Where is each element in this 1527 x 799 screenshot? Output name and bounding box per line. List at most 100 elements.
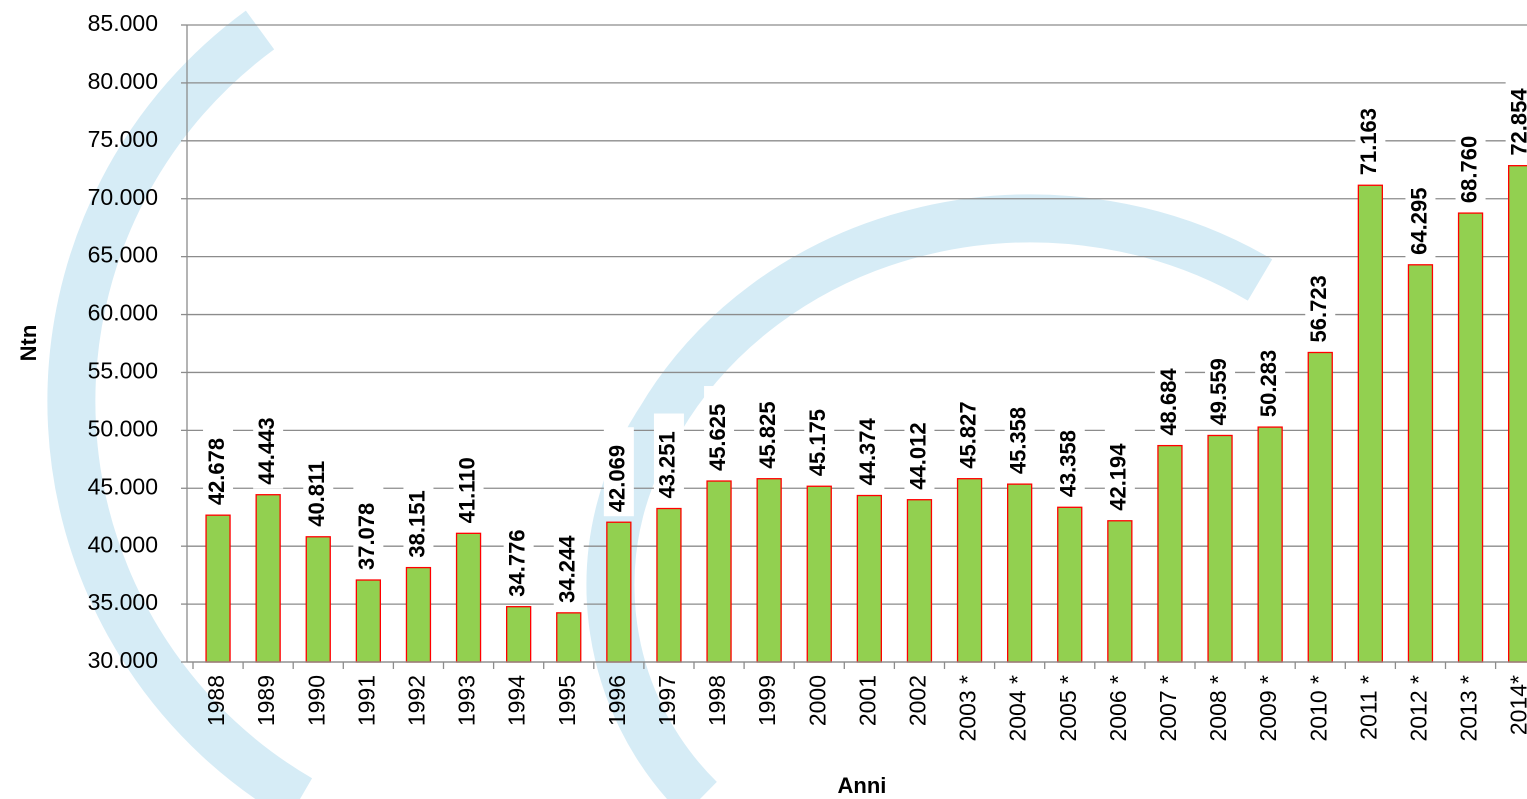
value-label-bg xyxy=(403,472,434,562)
bar xyxy=(956,478,983,663)
y-tick-label: 70.000 xyxy=(88,184,158,210)
x-tick-label: 2000 xyxy=(804,675,830,726)
bar xyxy=(1457,212,1484,663)
value-label-bg xyxy=(553,517,584,607)
value-label: 72.854 xyxy=(1506,88,1527,156)
value-label-bg xyxy=(1205,340,1236,430)
value-label: 49.559 xyxy=(1206,358,1231,425)
value-label: 42.194 xyxy=(1106,443,1131,511)
value-label-bg xyxy=(603,427,634,517)
x-tick-label: 2001 xyxy=(854,675,880,726)
value-label-bg xyxy=(1355,90,1386,180)
value-label: 44.374 xyxy=(855,417,880,485)
bar xyxy=(1007,483,1033,663)
x-tick-label: 1990 xyxy=(303,675,329,726)
x-tick-label: 2005 * xyxy=(1055,675,1081,742)
bar xyxy=(1257,426,1283,663)
x-tick-label: 1997 xyxy=(654,675,680,726)
x-tick-label: 2014* xyxy=(1506,675,1527,735)
bar xyxy=(1407,264,1434,663)
bar xyxy=(205,514,231,663)
y-tick-label: 30.000 xyxy=(88,647,158,673)
bar xyxy=(1057,506,1083,663)
y-axis-title: Ntn xyxy=(16,325,41,362)
value-label: 45.825 xyxy=(755,401,780,468)
y-tick-label: 45.000 xyxy=(88,473,158,499)
bar xyxy=(1307,351,1333,663)
value-label-bg xyxy=(804,391,835,481)
x-tick-label: 1989 xyxy=(253,675,279,726)
value-label-bg xyxy=(954,383,985,473)
x-tick-label: 1995 xyxy=(554,675,580,726)
y-tick-label: 60.000 xyxy=(88,300,158,326)
value-label-bg xyxy=(1004,389,1035,479)
bar xyxy=(756,478,782,663)
value-label: 45.358 xyxy=(1005,407,1030,474)
value-label-bg xyxy=(1255,332,1286,422)
x-tick-label: 2009 * xyxy=(1255,675,1281,742)
value-label-bg xyxy=(503,511,534,601)
bar xyxy=(1357,184,1383,663)
bar xyxy=(1207,434,1233,663)
y-tick-label: 85.000 xyxy=(88,10,158,36)
value-label: 38.151 xyxy=(404,490,429,557)
bar xyxy=(856,494,882,663)
bar xyxy=(505,606,532,663)
value-label-bg xyxy=(1505,70,1527,160)
value-label: 44.443 xyxy=(254,417,279,484)
value-label: 48.684 xyxy=(1156,368,1181,436)
value-label: 42.678 xyxy=(204,438,229,505)
value-label-bg xyxy=(253,399,284,489)
value-label: 43.358 xyxy=(1056,430,1081,497)
x-tick-label: 2010 * xyxy=(1305,675,1331,742)
x-tick-label: 2002 xyxy=(905,675,931,726)
x-tick-label: 1993 xyxy=(454,675,480,726)
value-label: 68.760 xyxy=(1456,136,1481,203)
value-label: 41.110 xyxy=(454,457,479,523)
bar xyxy=(556,612,582,663)
x-tick-label: 2012 * xyxy=(1406,675,1432,742)
value-label-bg xyxy=(353,485,384,575)
x-tick-label: 2006 * xyxy=(1105,675,1131,742)
value-label: 43.251 xyxy=(655,431,680,498)
value-label: 34.776 xyxy=(504,529,529,596)
value-label: 44.012 xyxy=(905,422,930,489)
bar xyxy=(656,507,682,663)
bar xyxy=(806,485,832,663)
bar xyxy=(1157,444,1183,663)
y-tick-label: 80.000 xyxy=(88,68,158,94)
x-tick-label: 2004 * xyxy=(1005,675,1031,742)
x-tick-label: 2013 * xyxy=(1456,675,1482,742)
value-label: 42.069 xyxy=(605,445,630,512)
value-label: 37.078 xyxy=(354,503,379,570)
x-tick-label: 1988 xyxy=(203,675,229,726)
value-label: 40.811 xyxy=(304,461,329,527)
bar xyxy=(455,532,482,663)
plot: 30.000 35.000 40.000 45.000 50.000 55.000 60.0… xyxy=(88,10,1527,742)
bar xyxy=(305,536,331,663)
y-tick-label: 75.000 xyxy=(88,126,158,152)
value-label-bg xyxy=(1405,169,1436,259)
value-label-bg xyxy=(453,438,484,528)
value-label-bg xyxy=(653,413,684,503)
x-tick-label: 2008 * xyxy=(1205,675,1231,742)
value-label: 64.295 xyxy=(1406,188,1431,255)
value-label-bg xyxy=(1104,425,1135,515)
bar xyxy=(706,480,732,663)
value-label-bg xyxy=(303,441,334,531)
value-label-bg xyxy=(754,383,785,473)
value-label: 45.827 xyxy=(955,401,980,468)
value-label-bg xyxy=(1054,412,1085,502)
x-tick-label: 2007 * xyxy=(1155,675,1181,742)
value-label-bg xyxy=(854,400,885,490)
bar xyxy=(355,579,382,663)
x-axis-title: Anni xyxy=(838,773,887,798)
value-label-bg xyxy=(1154,350,1185,440)
value-label: 71.163 xyxy=(1356,108,1381,175)
value-label: 56.723 xyxy=(1306,275,1331,342)
y-tick-label: 55.000 xyxy=(88,358,158,384)
value-label-bg xyxy=(704,386,735,476)
x-tick-label: 1994 xyxy=(504,675,530,726)
x-tick-label: 1991 xyxy=(353,675,379,726)
